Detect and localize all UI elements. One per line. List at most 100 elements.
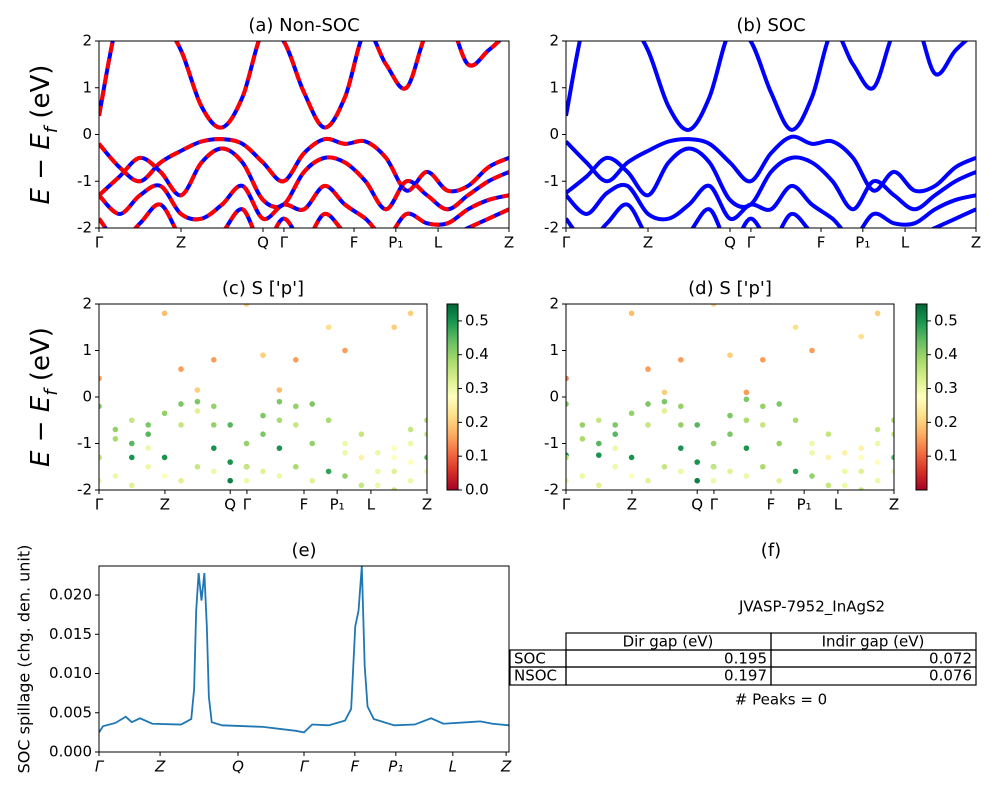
- colorbar-tick-label: 0.5: [934, 311, 958, 329]
- projection-point: [776, 501, 782, 507]
- x-tick-label: F: [351, 758, 360, 776]
- axes-frame: [565, 303, 895, 491]
- projection-point: [743, 389, 750, 396]
- x-tick-label: Γ: [747, 234, 756, 252]
- x-tick-label: Γ: [710, 496, 719, 514]
- projection-point: [161, 410, 168, 417]
- projection-point: [325, 468, 332, 475]
- band-line-overlay: [99, 41, 503, 130]
- panel-title: (f): [761, 540, 781, 561]
- projection-point: [645, 366, 651, 372]
- band-line: [566, 182, 976, 228]
- projection-point: [194, 408, 201, 414]
- projection-point: [194, 398, 201, 405]
- y-axis-label: E − Ef (eV): [26, 65, 62, 205]
- projection-point: [407, 310, 414, 317]
- projection-point: [727, 352, 733, 358]
- projection-point: [293, 357, 299, 363]
- plot-area: [99, 41, 509, 228]
- x-tick-label: Γ: [95, 758, 105, 776]
- colorbar: [446, 303, 459, 491]
- projection-point: [358, 454, 365, 461]
- x-tick-label: L: [434, 234, 443, 252]
- projection-point: [662, 492, 668, 498]
- projection-point: [375, 450, 381, 456]
- projection-point: [826, 292, 832, 298]
- band-line: [99, 146, 509, 212]
- projection-point: [309, 501, 315, 507]
- projection-point: [661, 408, 668, 414]
- colorbar-tick-label: 0.3: [465, 379, 489, 397]
- projection-point: [776, 477, 782, 484]
- projection-point: [99, 454, 102, 461]
- x-tick-label: L: [449, 758, 457, 776]
- projection-point: [842, 482, 848, 489]
- projection-point: [809, 347, 815, 354]
- projection-point: [891, 292, 897, 298]
- projection-point: [243, 463, 250, 470]
- table-cell: 0.076: [929, 667, 972, 685]
- projection-point: [678, 468, 684, 475]
- table-header: Indir gap (eV): [822, 633, 925, 651]
- projection-point: [776, 440, 782, 447]
- plot-area: [99, 278, 427, 512]
- x-tick-label: P₁: [388, 758, 403, 776]
- projection-point: [628, 473, 635, 479]
- projection-point: [195, 492, 201, 498]
- x-tick-label: P₁: [797, 496, 812, 514]
- x-tick-label: Q: [232, 758, 244, 776]
- colorbar-tick-label: 0.3: [934, 379, 958, 397]
- y-axis-label-part: E: [26, 395, 56, 412]
- band-line-overlay: [99, 146, 509, 212]
- projection-point: [178, 506, 184, 512]
- projection-point: [260, 412, 266, 419]
- projection-point: [375, 278, 381, 284]
- projection-point: [178, 477, 184, 484]
- projection-point: [424, 468, 427, 475]
- x-tick-label: Z: [643, 234, 653, 252]
- projection-point: [260, 352, 266, 358]
- y-tick-label: -1: [77, 172, 92, 190]
- projection-point: [407, 477, 414, 484]
- colorbar-tick-label: 0.4: [465, 345, 489, 363]
- projection-point: [293, 422, 299, 428]
- projection-point: [825, 431, 832, 438]
- projection-point: [375, 468, 381, 475]
- projection-point: [391, 324, 398, 331]
- projection-point: [891, 468, 894, 475]
- projection-point: [661, 389, 668, 396]
- projection-point: [129, 482, 135, 489]
- projection-point: [129, 417, 135, 424]
- y-tick-label: 2: [549, 32, 559, 50]
- projection-point: [227, 477, 233, 484]
- colorbar-tick-label: 0.2: [465, 413, 489, 431]
- projection-point: [309, 440, 316, 447]
- projection-point: [628, 410, 635, 417]
- projection-point: [99, 403, 102, 410]
- projection-point: [178, 401, 184, 407]
- projection-point: [710, 440, 717, 447]
- projection-point: [375, 482, 381, 489]
- band-line: [566, 134, 976, 194]
- projection-point: [678, 422, 684, 428]
- projection-point: [375, 497, 381, 503]
- projection-point: [743, 445, 750, 451]
- y-tick-label: -2: [77, 481, 92, 499]
- projection-point: [112, 426, 119, 433]
- panel-f: (f) JVASP-7952_InAgS2 Dir gap (eV) Indir…: [509, 540, 977, 709]
- y-tick-label: 0.010: [49, 664, 92, 682]
- projection-point: [145, 422, 151, 428]
- projection-point: [99, 477, 102, 484]
- projection-point: [145, 463, 151, 470]
- y-axis-label: E − Ef (eV): [26, 327, 62, 467]
- projection-point: [243, 304, 250, 307]
- y-tick-label: 0.015: [49, 625, 92, 643]
- x-tick-label: Z: [627, 496, 637, 514]
- projection-point: [579, 473, 586, 479]
- projection-point: [161, 473, 168, 479]
- x-tick-label: L: [901, 234, 910, 252]
- projection-point: [612, 278, 618, 284]
- projection-point: [694, 422, 700, 428]
- y-tick-label: 2: [82, 32, 92, 50]
